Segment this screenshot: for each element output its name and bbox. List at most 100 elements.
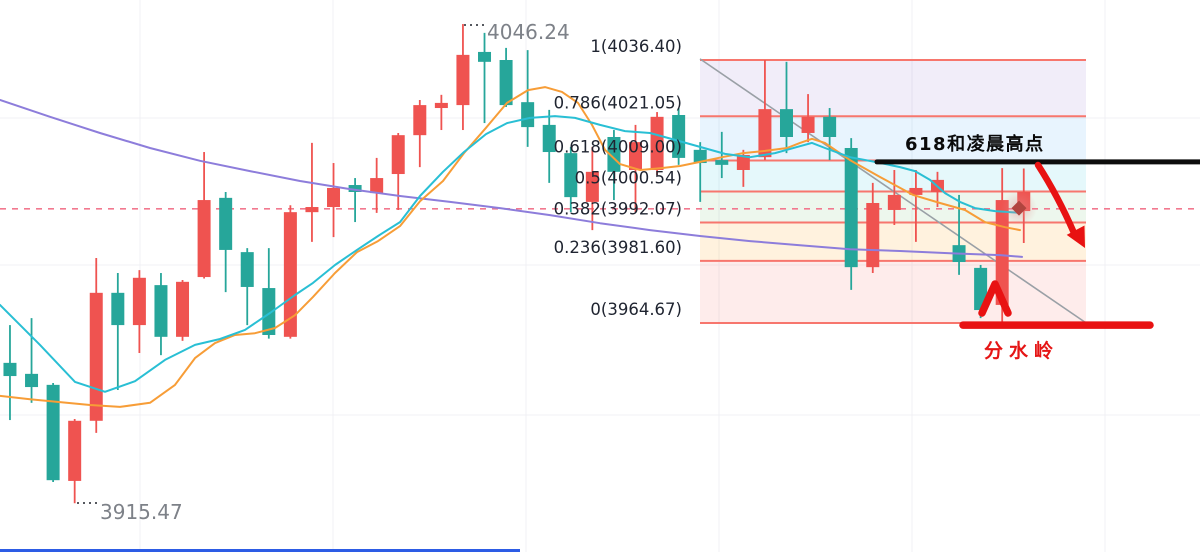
candle: [197, 152, 211, 279]
candle: [176, 279, 190, 341]
fib-label-0.786: 0.786(4021.05): [554, 93, 682, 112]
candle-body: [391, 135, 405, 175]
fib-band-0.236: [700, 260, 1086, 323]
candle-body: [348, 185, 362, 192]
candle-body: [779, 109, 793, 137]
candle-body: [823, 116, 837, 137]
candle-body: [672, 114, 686, 158]
candle-body: [521, 102, 535, 128]
candle: [585, 146, 599, 231]
fib-label-0.5: 0.5(4000.54): [575, 169, 682, 188]
candle: [154, 273, 168, 356]
ma-mid-orange: [0, 86, 1021, 408]
candle: [564, 146, 578, 213]
fib-label-0: 0(3964.67): [590, 300, 682, 319]
candle-body: [3, 362, 17, 377]
candle-body: [219, 197, 233, 250]
candle: [348, 178, 362, 223]
candle: [542, 109, 556, 183]
candle-body: [801, 116, 815, 133]
down-arrow-shaft: [1034, 161, 1078, 237]
candle: [434, 94, 448, 131]
candle-body: [327, 187, 341, 208]
candle-body: [413, 105, 427, 136]
candle-body: [283, 212, 297, 337]
candle-body: [715, 160, 729, 165]
high-price-label: 4046.24: [487, 20, 570, 44]
candle: [779, 61, 793, 154]
candle: [111, 273, 125, 390]
resistance-line-label: 618和凌晨高点: [905, 134, 1045, 155]
candle-body: [132, 277, 146, 326]
candle: [672, 108, 686, 165]
candle: [823, 108, 837, 161]
up-arrow[interactable]: [978, 280, 1012, 317]
candle: [305, 142, 319, 242]
candle-body: [844, 147, 858, 268]
candle-body: [887, 194, 901, 210]
candle-body: [564, 153, 578, 198]
candle-body: [866, 202, 880, 268]
candle-body: [197, 200, 211, 278]
candle-body: [693, 149, 707, 164]
candle: [456, 24, 470, 131]
candle-body: [499, 60, 513, 106]
candle: [46, 383, 60, 483]
candle: [262, 248, 276, 339]
candle-body: [370, 178, 384, 194]
price-cursor: [1001, 190, 1037, 227]
candle: [801, 94, 815, 143]
candle-body: [89, 292, 103, 421]
candle-body: [974, 267, 988, 311]
candle: [521, 50, 535, 147]
low-price-label: 3915.47: [100, 500, 183, 524]
candle-body: [240, 252, 254, 287]
candle: [693, 142, 707, 202]
candle: [3, 325, 17, 421]
candle-body: [478, 51, 492, 62]
candle: [499, 47, 513, 107]
candle-body: [758, 109, 772, 158]
fib-labels: 1(4036.40) 0.786(4021.05) 0.618(4009.00) 0.…: [554, 37, 682, 319]
candle-body: [154, 285, 168, 337]
candle: [283, 205, 297, 339]
candle-body: [68, 420, 82, 481]
candle: [650, 112, 664, 176]
candle: [715, 131, 729, 179]
candle: [219, 191, 233, 293]
ma-slow-purple: [0, 99, 1023, 258]
ma-fast-cyan: [0, 115, 1021, 393]
candle: [327, 163, 341, 238]
candle-body: [736, 154, 750, 170]
candle-body: [650, 116, 664, 170]
candle: [478, 32, 492, 124]
candle: [758, 60, 772, 161]
candle-body: [434, 102, 448, 109]
candle-body: [542, 124, 556, 153]
candle-body: [262, 288, 276, 335]
candle-body: [629, 142, 642, 170]
candle-body: [46, 384, 60, 481]
fib-label-0.382: 0.382(3992.07): [554, 200, 682, 219]
candle-body: [909, 187, 923, 195]
candle: [887, 169, 901, 225]
fib-label-0.618: 0.618(4009.00): [554, 138, 682, 157]
fib-label-1: 1(4036.40): [590, 37, 682, 56]
candle: [413, 99, 427, 168]
down-arrow-head: [1066, 225, 1085, 248]
candle: [25, 318, 39, 403]
candle: [844, 138, 858, 290]
candle-body: [607, 136, 621, 172]
candle-body: [111, 292, 125, 326]
candle: [909, 169, 923, 242]
watershed-label: 分水岭: [984, 340, 1060, 362]
candle-body: [456, 54, 470, 106]
down-arrow[interactable]: [1034, 161, 1085, 248]
fib-label-0.236: 0.236(3981.60): [554, 238, 682, 257]
candle-body: [305, 207, 319, 213]
candle: [240, 248, 254, 326]
candle: [132, 270, 146, 353]
fib-band-1: [700, 60, 1086, 117]
